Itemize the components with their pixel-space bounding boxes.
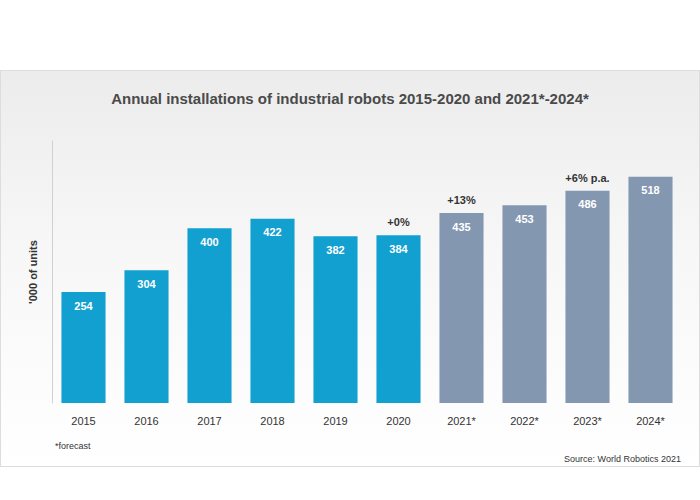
svg-text:2019: 2019 bbox=[323, 415, 347, 427]
svg-text:453: 453 bbox=[515, 213, 533, 225]
svg-text:304: 304 bbox=[137, 278, 156, 290]
svg-text:*forecast: *forecast bbox=[55, 441, 91, 451]
svg-text:2022*: 2022* bbox=[510, 415, 539, 427]
svg-text:435: 435 bbox=[452, 221, 470, 233]
svg-text:518: 518 bbox=[641, 184, 659, 196]
svg-text:2023*: 2023* bbox=[573, 415, 602, 427]
svg-text:+0%: +0% bbox=[387, 216, 410, 228]
svg-text:2016: 2016 bbox=[134, 415, 158, 427]
svg-text:384: 384 bbox=[389, 243, 408, 255]
svg-text:2020: 2020 bbox=[386, 415, 410, 427]
svg-text:+13%: +13% bbox=[447, 194, 476, 206]
svg-text:'000 of units: '000 of units bbox=[27, 240, 39, 304]
svg-text:486: 486 bbox=[578, 198, 596, 210]
svg-text:2018: 2018 bbox=[260, 415, 284, 427]
svg-text:2021*: 2021* bbox=[447, 415, 476, 427]
svg-text:+6% p.a.: +6% p.a. bbox=[565, 172, 609, 184]
svg-text:254: 254 bbox=[74, 300, 93, 312]
svg-text:Annual installations of indust: Annual installations of industrial robot… bbox=[111, 90, 589, 107]
svg-text:382: 382 bbox=[326, 244, 344, 256]
svg-text:2017: 2017 bbox=[197, 415, 221, 427]
svg-text:422: 422 bbox=[263, 226, 281, 238]
svg-text:400: 400 bbox=[200, 236, 218, 248]
svg-text:2015: 2015 bbox=[71, 415, 95, 427]
svg-text:Source: World Robotics 2021: Source: World Robotics 2021 bbox=[564, 454, 681, 464]
svg-text:2024*: 2024* bbox=[636, 415, 665, 427]
